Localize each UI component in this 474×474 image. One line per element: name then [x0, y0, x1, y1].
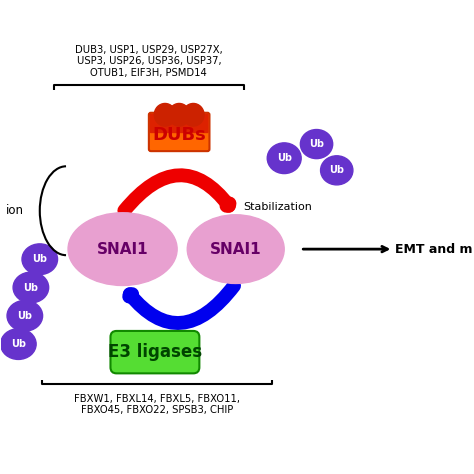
- Text: Ub: Ub: [277, 153, 292, 163]
- FancyBboxPatch shape: [150, 114, 209, 133]
- Text: DUB3, USP1, USP29, USP27X,
USP3, USP26, USP36, USP37,
OTUB1, EIF3H, PSMD14: DUB3, USP1, USP29, USP27X, USP3, USP26, …: [75, 45, 223, 78]
- Text: SNAI1: SNAI1: [97, 242, 148, 256]
- Text: EMT and m: EMT and m: [395, 243, 473, 255]
- Text: SNAI1: SNAI1: [210, 242, 262, 256]
- Text: Ub: Ub: [23, 283, 38, 292]
- Ellipse shape: [0, 328, 36, 359]
- Ellipse shape: [320, 156, 353, 185]
- Ellipse shape: [68, 213, 177, 285]
- Text: Stabilization: Stabilization: [244, 202, 312, 212]
- Ellipse shape: [168, 103, 190, 126]
- Ellipse shape: [13, 272, 49, 303]
- Text: DUBs: DUBs: [152, 127, 206, 145]
- Text: Ub: Ub: [309, 139, 324, 149]
- Text: Ub: Ub: [329, 165, 344, 175]
- Text: ion: ion: [5, 204, 23, 217]
- Ellipse shape: [22, 244, 57, 274]
- Ellipse shape: [267, 143, 301, 173]
- Text: Ub: Ub: [32, 254, 47, 264]
- Ellipse shape: [154, 103, 176, 126]
- FancyArrowPatch shape: [129, 286, 234, 323]
- Text: Ub: Ub: [18, 311, 32, 321]
- Text: Ub: Ub: [11, 339, 26, 349]
- FancyBboxPatch shape: [110, 331, 200, 374]
- Ellipse shape: [7, 301, 43, 331]
- Text: FBXW1, FBXL14, FBXL5, FBXO11,
FBXO45, FBXO22, SPSB3, CHIP: FBXW1, FBXL14, FBXL5, FBXO11, FBXO45, FB…: [74, 394, 240, 416]
- Ellipse shape: [301, 129, 333, 159]
- Ellipse shape: [187, 215, 284, 283]
- FancyBboxPatch shape: [149, 113, 210, 151]
- Ellipse shape: [182, 103, 204, 126]
- Text: E3 ligases: E3 ligases: [108, 343, 202, 361]
- FancyArrowPatch shape: [124, 175, 229, 210]
